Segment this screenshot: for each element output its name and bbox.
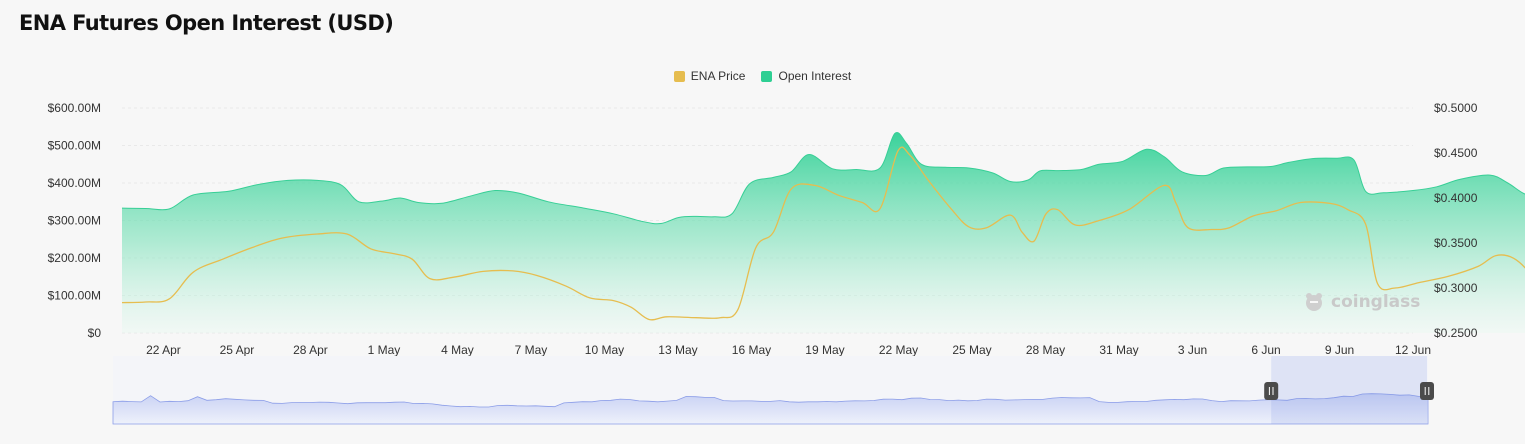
plot-area — [121, 132, 1525, 333]
x-axis: 22 Apr 25 Apr 28 Apr 1 May 4 May 7 May 10 May 1… — [146, 343, 1431, 357]
x-tick-label: 25 May — [952, 343, 991, 357]
y-axis-left: $0 $100.00M $200.00M $300.00M $400.00M $500.0… — [48, 101, 102, 340]
navigator-series — [112, 393, 1429, 425]
y-left-tick-label: $300.00M — [48, 214, 101, 228]
coinglass-logo-icon — [1306, 293, 1322, 311]
y-left-tick-label: $500.00M — [48, 139, 101, 153]
legend-item-open-interest[interactable]: Open Interest — [761, 69, 851, 83]
x-tick-label: 31 May — [1099, 343, 1138, 357]
x-tick-label: 6 Jun — [1251, 343, 1280, 357]
chart-title: ENA Futures Open Interest (USD) — [19, 11, 394, 35]
navigator-handle-left[interactable] — [1264, 382, 1279, 400]
open-interest-area — [122, 132, 1525, 333]
y-right-tick-label: $0.3000 — [1434, 281, 1478, 295]
x-tick-label: 16 May — [732, 343, 771, 357]
y-right-tick-label: $0.4500 — [1434, 146, 1478, 160]
y-axis-right: $0.2500 $0.3000 $0.3500 $0.4000 $0.4500 $0.50… — [1434, 101, 1478, 340]
open-interest-line — [121, 132, 1525, 225]
y-left-tick-label: $0 — [88, 326, 102, 340]
coinglass-watermark: coinglass — [1303, 291, 1420, 313]
legend-swatch-open-interest — [761, 70, 773, 82]
handle-grip — [1420, 382, 1434, 400]
y-right-tick-label: $0.4000 — [1434, 191, 1478, 205]
x-tick-label: 7 May — [515, 343, 548, 357]
x-tick-label: 3 Jun — [1178, 343, 1207, 357]
x-tick-label: 9 Jun — [1325, 343, 1354, 357]
y-left-tick-label: $600.00M — [48, 101, 101, 115]
x-tick-label: 25 Apr — [220, 343, 255, 357]
y-right-tick-label: $0.5000 — [1434, 101, 1478, 115]
navigator-selection — [1271, 356, 1427, 424]
navigator-handle-right[interactable] — [1420, 382, 1434, 400]
x-tick-label: 22 May — [879, 343, 918, 357]
x-tick-label: 13 May — [658, 343, 697, 357]
handle-grip — [1264, 382, 1279, 400]
legend-swatch-ena-price — [673, 70, 685, 82]
ena-price-line — [121, 146, 1525, 321]
y-left-tick-label: $100.00M — [48, 289, 101, 303]
range-navigator[interactable] — [112, 356, 1434, 425]
x-tick-label: 10 May — [585, 343, 624, 357]
legend-label-ena-price: ENA Price — [690, 69, 746, 83]
x-tick-label: 1 May — [368, 343, 401, 357]
legend-label-open-interest: Open Interest — [778, 69, 852, 83]
y-left-tick-label: $200.00M — [48, 251, 101, 265]
y-right-tick-label: $0.2500 — [1434, 326, 1478, 340]
x-tick-label: 28 Apr — [293, 343, 328, 357]
legend-item-ena-price[interactable]: ENA Price — [673, 69, 746, 83]
brand-name: coinglass — [1331, 292, 1421, 312]
x-tick-label: 28 May — [1026, 343, 1065, 357]
x-tick-label: 4 May — [441, 343, 474, 357]
x-tick-label: 12 Jun — [1395, 343, 1431, 357]
x-tick-label: 19 May — [805, 343, 844, 357]
chart-legend: ENA Price Open Interest — [0, 69, 1525, 83]
y-right-tick-label: $0.3500 — [1434, 236, 1478, 250]
x-tick-label: 22 Apr — [146, 343, 181, 357]
y-left-tick-label: $400.00M — [48, 176, 101, 190]
